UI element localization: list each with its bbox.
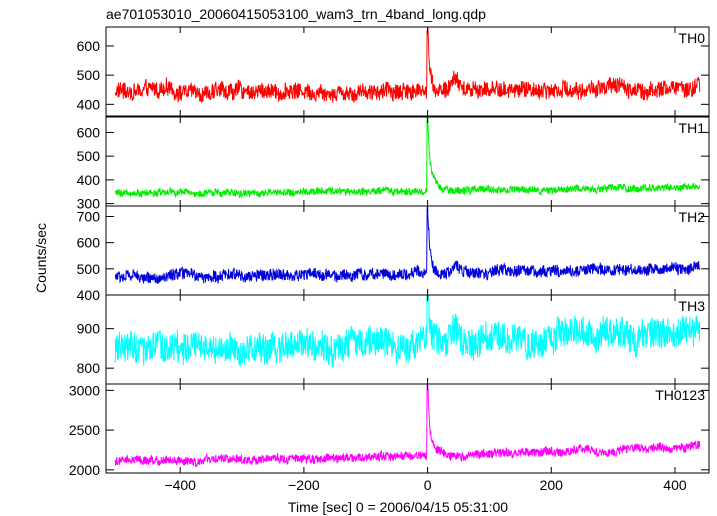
panel-frame — [105, 383, 710, 474]
series-label-th1: TH1 — [679, 120, 706, 136]
x-axis: −400 −200 0 200 400 — [164, 477, 686, 493]
y-tick-label: 400 — [77, 287, 101, 303]
chart-title: ae701053010_20060415053100_wam3_trn_4ban… — [106, 6, 486, 22]
series-label-th0: TH0 — [679, 30, 706, 46]
series-label-th3: TH3 — [679, 298, 706, 314]
panel-th2: 400 500 600 700 TH2 — [77, 205, 710, 303]
y-tick-label: 3000 — [69, 382, 100, 398]
y-tick-label: 800 — [77, 360, 101, 376]
y-tick-label: 500 — [77, 67, 101, 83]
panel-th0: 400 500 600 TH0 — [77, 26, 710, 117]
series-line-th3 — [114, 295, 701, 368]
series-line-th0123 — [114, 384, 701, 467]
panel-th1: 300 400 500 600 TH1 — [77, 116, 710, 212]
panel-frame — [105, 26, 710, 117]
y-tick-label: 500 — [77, 148, 101, 164]
y-tick-label: 700 — [77, 208, 101, 224]
y-tick-label: 600 — [77, 124, 101, 140]
series-line-th1 — [114, 117, 701, 199]
y-tick-label: 2000 — [69, 462, 100, 478]
series-line-th0 — [114, 27, 701, 104]
series-label-th0123: TH0123 — [655, 387, 705, 403]
panel-th3: 800 900 TH3 — [77, 294, 710, 385]
series-label-th2: TH2 — [679, 209, 706, 225]
y-tick-label: 900 — [77, 321, 101, 337]
y-tick-label: 600 — [77, 235, 101, 251]
x-tick-label: 400 — [663, 477, 687, 493]
y-tick-label: 2500 — [69, 422, 100, 438]
y-tick-label: 600 — [77, 38, 101, 54]
y-tick-label: 300 — [77, 196, 101, 212]
x-axis-title: Time [sec] 0 = 2006/04/15 05:31:00 — [288, 499, 508, 515]
panel-th0123: 2000 2500 3000 TH0123 — [69, 382, 710, 478]
y-tick-label: 400 — [77, 96, 101, 112]
x-tick-label: 0 — [424, 477, 432, 493]
y-tick-label: 400 — [77, 172, 101, 188]
x-tick-label: −400 — [164, 477, 196, 493]
x-tick-label: −200 — [288, 477, 320, 493]
panel-frame — [105, 205, 710, 296]
y-tick-label: 500 — [77, 261, 101, 277]
x-tick-label: 200 — [540, 477, 564, 493]
panels-group: 400 500 600 TH0 300 400 500 600 TH1 400 500 600 700 T… — [69, 26, 710, 478]
y-axis-title: Counts/sec — [33, 223, 49, 293]
series-line-th2 — [114, 206, 701, 284]
